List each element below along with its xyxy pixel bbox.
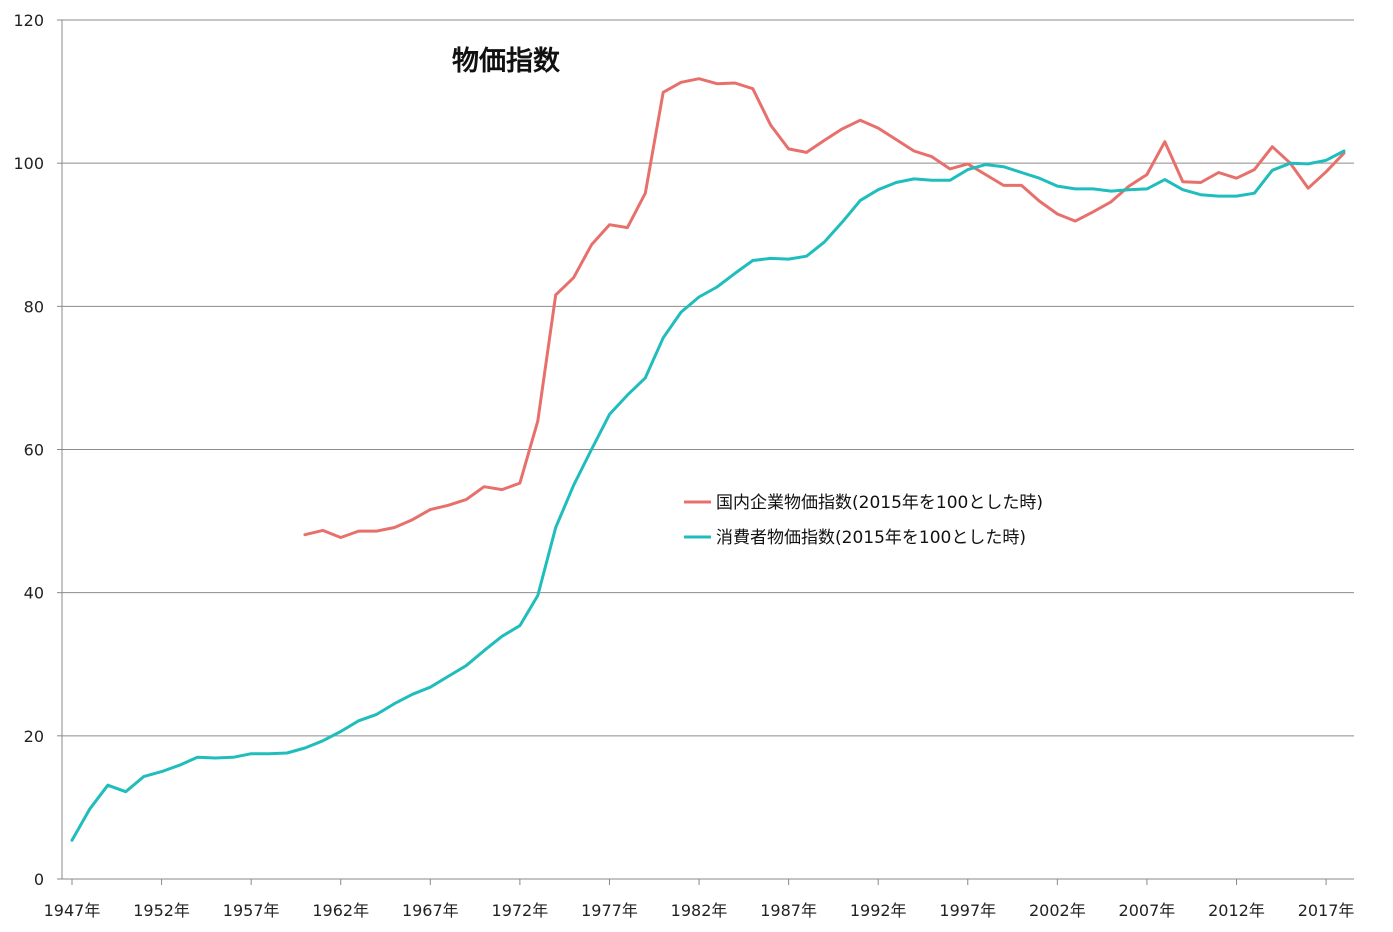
y-tick-label: 120 [13,11,44,30]
horizontal-gridlines [62,19,1354,737]
x-tick-label: 1992年 [850,901,907,920]
series-line-consumer-price-index [70,149,1346,842]
x-tick-label: 1987年 [760,901,817,920]
chart-title: 物価指数 [452,46,561,77]
y-tick-label: 100 [13,154,44,173]
x-tick-label: 1947年 [44,901,101,920]
x-tick-label: 1957年 [223,901,280,920]
series-lines [70,77,1346,842]
x-tick-label: 2012年 [1208,901,1265,920]
x-tick-label: 2007年 [1119,901,1176,920]
x-tick-label: 1962年 [312,901,369,920]
y-tick-label: 0 [34,870,44,889]
series-line-corporate-price-index [303,77,1346,539]
x-tick-label: 1972年 [492,901,549,920]
x-tick-label: 1997年 [939,901,996,920]
legend: 国内企業物価指数(2015年を100とした時) 消費者物価指数(2015年を10… [684,493,1043,548]
y-tick-label: 20 [24,727,44,746]
y-tick-labels: 0 20 40 60 80 100 120 [13,11,62,889]
x-tick-label: 2002年 [1029,901,1086,920]
y-tick-label: 80 [24,297,44,316]
legend-label-corporate: 国内企業物価指数(2015年を100とした時) [716,493,1043,513]
x-tick-label: 2017年 [1298,901,1355,920]
y-tick-label: 40 [24,584,44,603]
x-tick-label: 1967年 [402,901,459,920]
x-tick-label: 1952年 [133,901,190,920]
x-tick-labels: 1947年 1952年 1957年 1962年 1967年 1972年 1977年 1982年… [44,879,1355,920]
x-tick-label: 1982年 [671,901,728,920]
legend-label-consumer: 消費者物価指数(2015年を100とした時) [716,528,1026,548]
x-tick-label: 1977年 [581,901,638,920]
y-tick-label: 60 [24,441,44,460]
